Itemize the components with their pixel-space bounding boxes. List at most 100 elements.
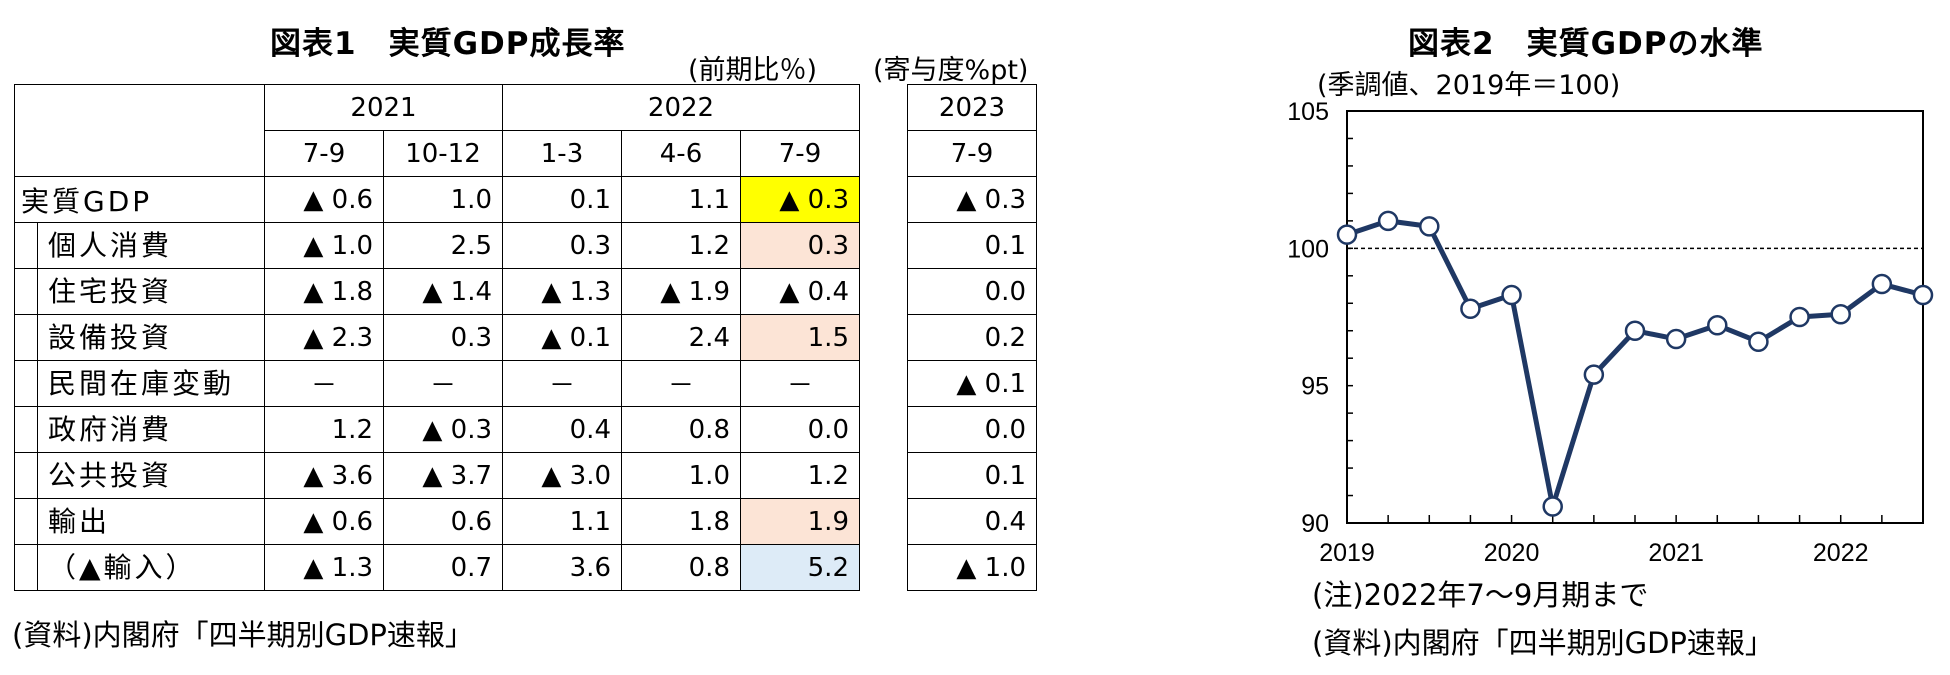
row-label: 輸出: [14, 498, 265, 545]
table-cell: 1.2: [264, 406, 384, 453]
x-tick-label: 2019: [1319, 539, 1375, 567]
table-cell: 1.2: [740, 452, 860, 499]
row-label: 設備投資: [14, 314, 265, 361]
table-corner: [14, 84, 265, 131]
table-row: 輸出 ▲ 0.6 0.6 1.1 1.8 1.9: [14, 498, 860, 545]
table-row: 実質GDP ▲ 0.6 1.0 0.1 1.1 ▲ 0.3: [14, 176, 860, 223]
gdp-series-line: [1346, 218, 1924, 510]
figure1-unit-left: (前期比％): [688, 55, 818, 86]
row-label-text: 政府消費: [37, 407, 264, 452]
table-cell: ▲ 1.3: [502, 268, 622, 315]
row-label-text: 公共投資: [37, 453, 264, 498]
table-corner-lower: [14, 130, 265, 177]
table-cell: 0.0: [740, 406, 860, 453]
quarter-header: 4-6: [621, 130, 741, 177]
table-cell: 1.0: [383, 176, 503, 223]
contrib-quarter-header: 7-9: [907, 130, 1037, 177]
table-cell: ▲ 0.1: [502, 314, 622, 361]
contrib-cell: 0.4: [907, 498, 1037, 545]
row-label-text: 輸出: [37, 499, 264, 544]
contrib-cell: 0.0: [907, 268, 1037, 315]
table-row: 設備投資 ▲ 2.3 0.3 ▲ 0.1 2.4 1.5: [14, 314, 860, 361]
row-label-text: 民間在庫変動: [37, 361, 264, 406]
table-cell: ▲ 3.0: [502, 452, 622, 499]
contribution-table: 2023 7-9 ▲ 0.3 0.1 0.0 0.2 ▲ 0.1 0.0 0.1 0.4 ▲ 1…: [907, 84, 1037, 591]
table-cell: ▲ 0.3: [383, 406, 503, 453]
table-cell: 0.4: [502, 406, 622, 453]
table-cell: ▲ 2.3: [264, 314, 384, 361]
gdp-data-point: [1748, 331, 1769, 352]
contrib-row: 0.2: [907, 314, 1037, 361]
y-tick-label: 95: [1301, 373, 1329, 401]
table-row: （▲輸入） ▲ 1.3 0.7 3.6 0.8 5.2: [14, 544, 860, 591]
row-label-text: （▲輸入）: [37, 545, 264, 590]
contrib-row: 0.0: [907, 406, 1037, 453]
table-cell: ▲ 1.0: [264, 222, 384, 269]
table-row: 民間在庫変動－－－－－: [14, 360, 860, 407]
table-cell: ▲ 1.8: [264, 268, 384, 315]
x-tick-label: 2022: [1813, 539, 1869, 567]
gdp-data-point: [1871, 273, 1893, 295]
table-cell: 3.6: [502, 544, 622, 591]
table-cell: 5.2: [740, 544, 860, 591]
table-cell: 0.8: [621, 544, 741, 591]
contrib-cell: 0.2: [907, 314, 1037, 361]
table-cell: 0.7: [383, 544, 503, 591]
contrib-row: 0.0: [907, 268, 1037, 315]
quarter-header: 1-3: [502, 130, 622, 177]
table-cell: 1.0: [621, 452, 741, 499]
row-label: （▲輸入）: [14, 544, 265, 591]
gdp-data-point: [1501, 284, 1522, 306]
table-cell: 1.8: [621, 498, 741, 545]
table-cell: ▲ 0.3: [740, 176, 860, 223]
contrib-cell: 0.1: [907, 452, 1037, 499]
table-cell: 1.9: [740, 498, 860, 545]
row-label: 公共投資: [14, 452, 265, 499]
gdp-data-point: [1377, 210, 1399, 232]
table-cell: ▲ 0.6: [264, 498, 384, 545]
gdp-data-point: [1460, 298, 1481, 320]
table-cell: －: [621, 360, 741, 407]
figure1-source: (資料)内閣府「四半期別GDP速報」: [12, 618, 474, 652]
table-cell: 0.3: [383, 314, 503, 361]
table-cell: －: [502, 360, 622, 407]
table-cell: －: [383, 360, 503, 407]
gdp-data-point: [1624, 320, 1646, 341]
figure2-source: (資料)内閣府「四半期別GDP速報」: [1312, 626, 1774, 660]
year-header-2021: 2021: [264, 84, 503, 131]
table-cell: 2.4: [621, 314, 741, 361]
y-tick-label: 90: [1301, 510, 1329, 538]
contrib-row: ▲ 1.0: [907, 544, 1037, 591]
y-tick-label: 105: [1287, 98, 1329, 126]
year-header-2022: 2022: [502, 84, 860, 131]
table-cell: －: [740, 360, 860, 407]
table-row: 住宅投資 ▲ 1.8 ▲ 1.4 ▲ 1.3 ▲ 1.9 ▲ 0.4: [14, 268, 860, 315]
table-cell: ▲ 1.9: [621, 268, 741, 315]
table-cell: ▲ 3.7: [383, 452, 503, 499]
table-cell: 0.3: [502, 222, 622, 269]
contrib-cell: 0.0: [907, 406, 1037, 453]
figure1-title: 図表1 実質GDP成長率: [270, 26, 626, 62]
contrib-row: 0.4: [907, 498, 1037, 545]
table-row: 個人消費 ▲ 1.0 2.5 0.3 1.2 0.3: [14, 222, 860, 269]
figure2-unit: (季調値、2019年＝100): [1317, 70, 1621, 101]
row-label: 個人消費: [14, 222, 265, 269]
row-label-text: 住宅投資: [37, 269, 264, 314]
y-tick-label: 100: [1287, 235, 1329, 263]
growth-table: 2021 2022 7-9 10-12 1-3 4-6 7-9 実質GDP ▲ 0…: [14, 84, 860, 591]
gdp-data-point: [1419, 216, 1440, 237]
gdp-data-point: [1789, 306, 1810, 328]
row-label: 住宅投資: [14, 268, 265, 315]
table-cell: ▲ 0.6: [264, 176, 384, 223]
table-cell: ▲ 1.3: [264, 544, 384, 591]
gdp-data-point: [1583, 364, 1605, 385]
quarter-header: 7-9: [740, 130, 860, 177]
row-label-text: 設備投資: [37, 315, 264, 360]
table-cell: －: [264, 360, 384, 407]
table-cell: 2.5: [383, 222, 503, 269]
figure2-title: 図表2 実質GDPの水準: [1408, 26, 1764, 62]
table-cell: 0.6: [383, 498, 503, 545]
table-cell: 1.5: [740, 314, 860, 361]
contrib-row: 0.1: [907, 452, 1037, 499]
gdp-data-point: [1665, 328, 1687, 350]
